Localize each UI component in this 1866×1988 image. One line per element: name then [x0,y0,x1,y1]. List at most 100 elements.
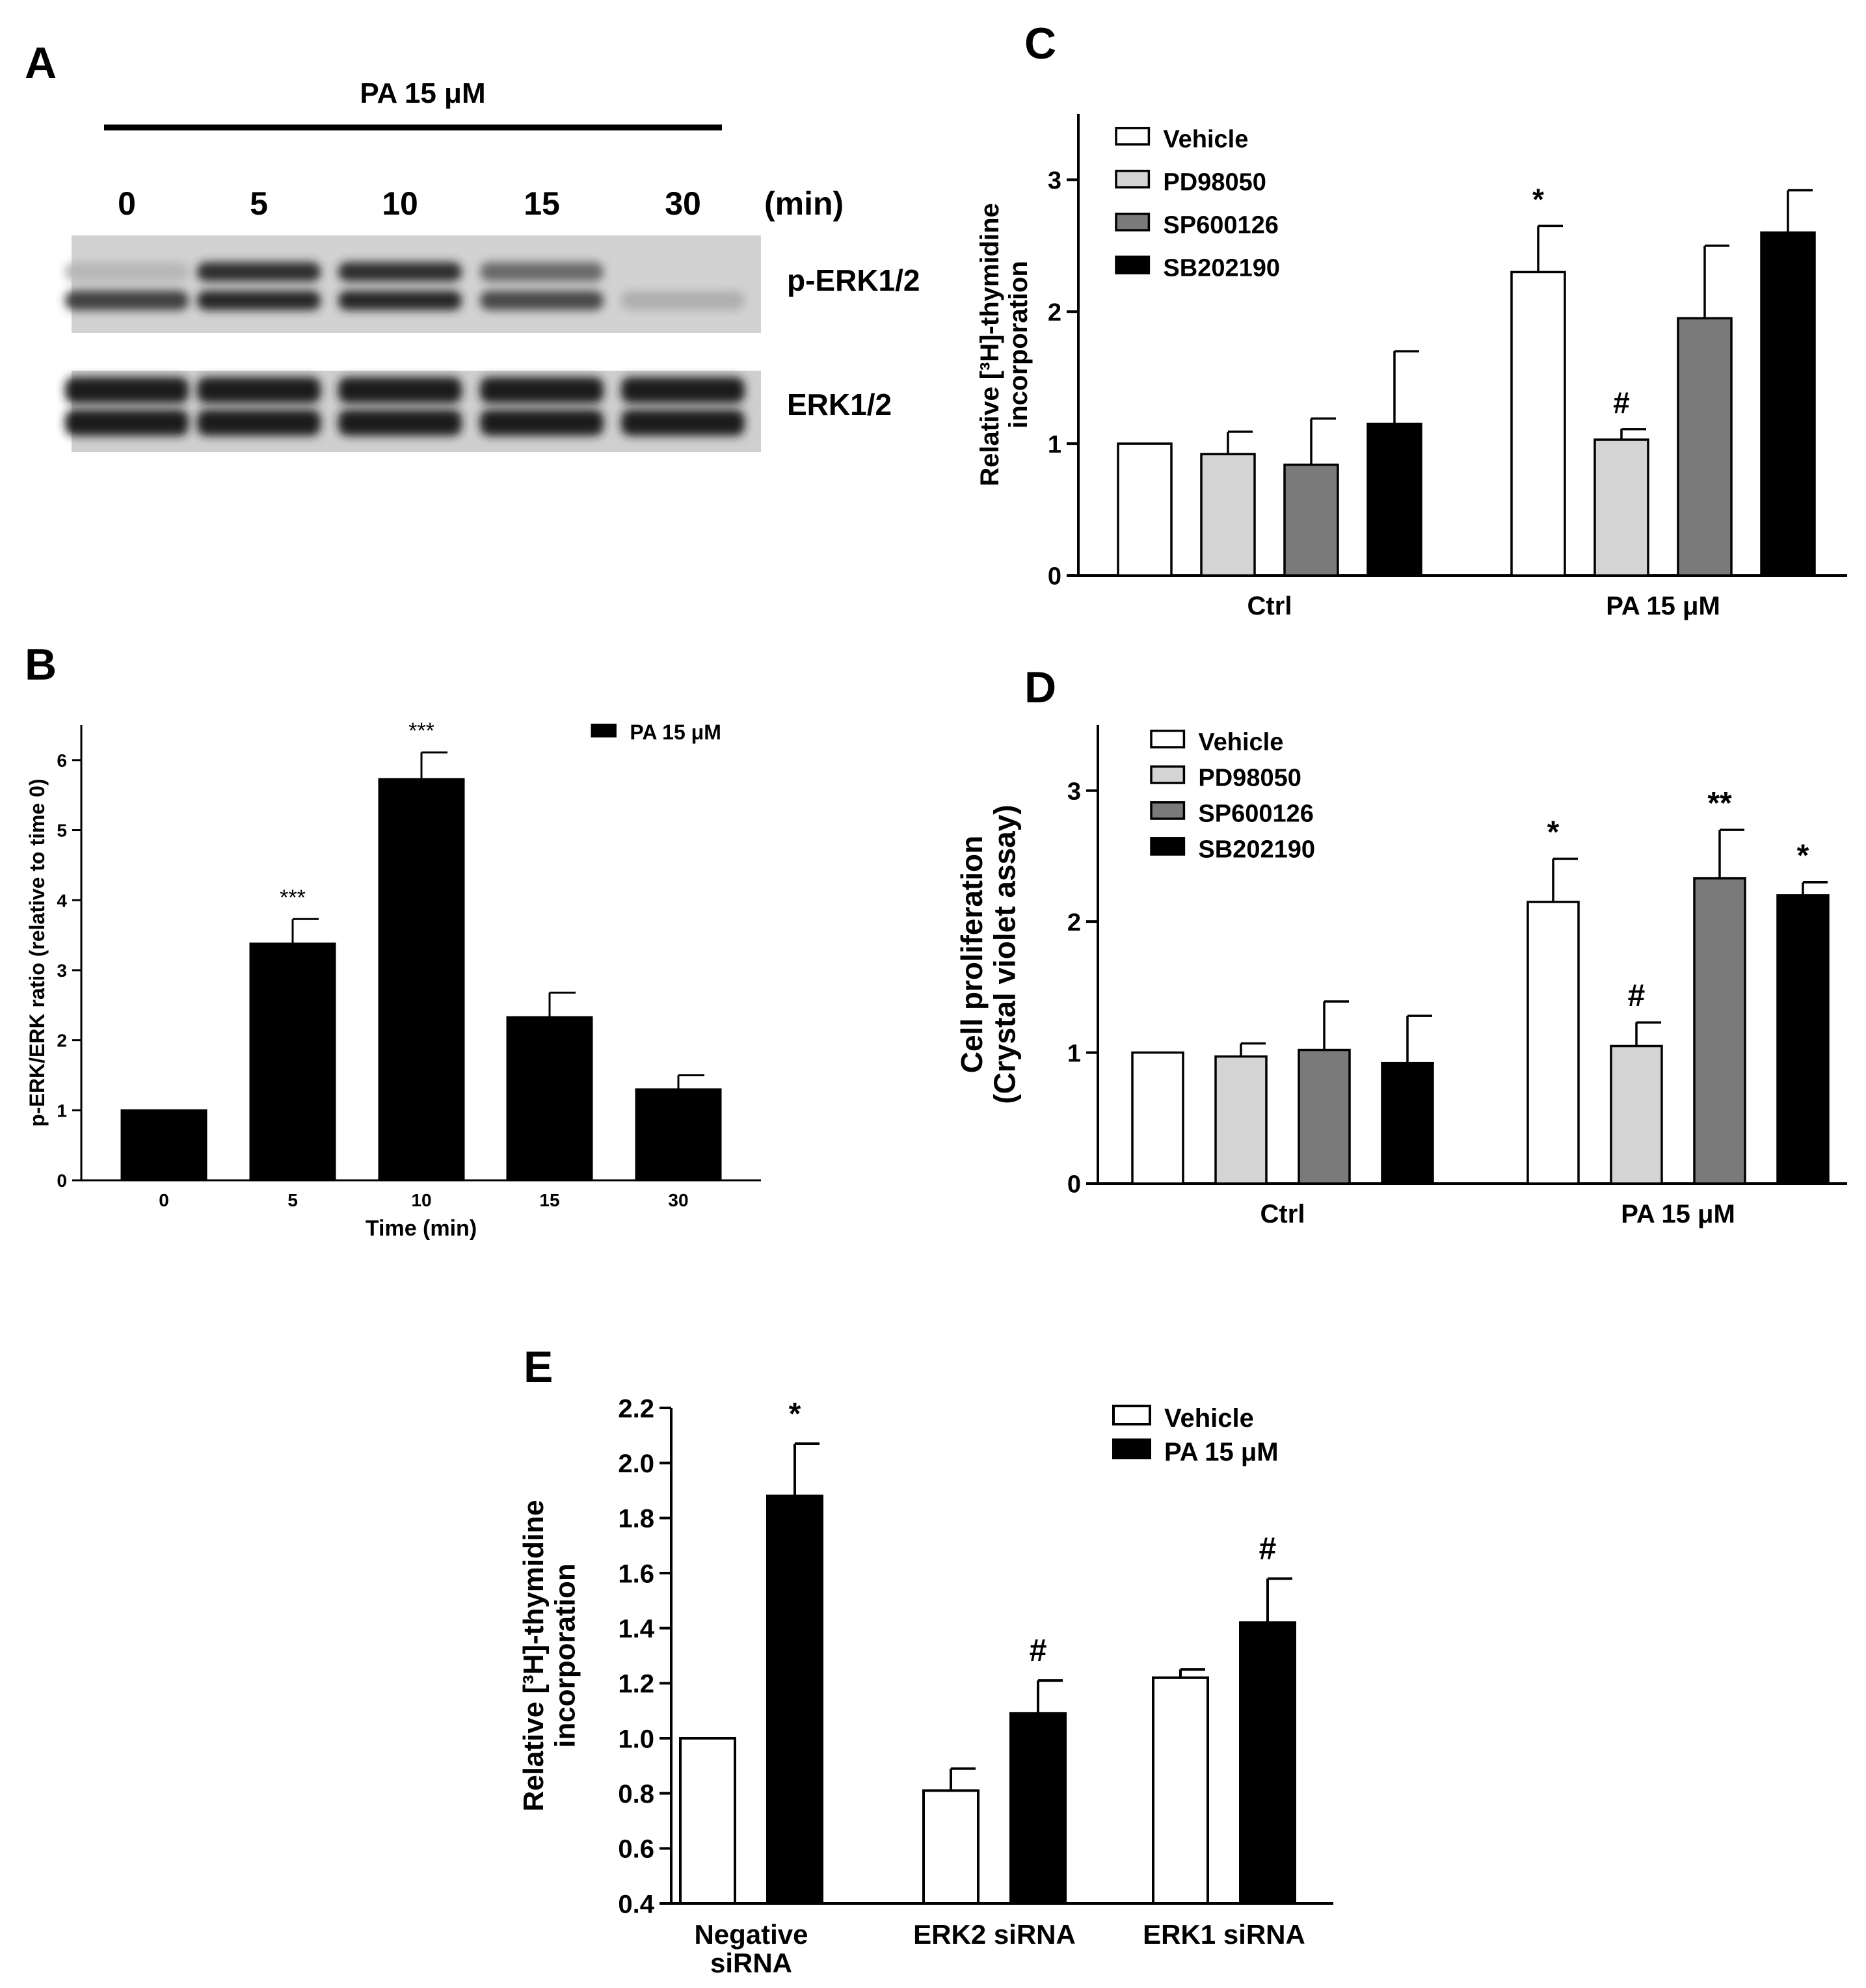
time-unit-label: (min) [764,185,844,222]
y-tick-label: 0 [1067,1171,1081,1199]
bar [1760,231,1816,577]
significance-marker: * [1532,182,1544,216]
legend-label: SB202190 [1198,836,1315,863]
blot-band [338,291,462,310]
significance-marker: *** [408,719,434,743]
blot-label-perk: p-ERK1/2 [787,263,920,297]
bar [1239,1621,1296,1905]
blot-band [65,377,189,403]
legend-swatch [1115,256,1151,274]
y-tick-label: 2 [1048,299,1061,326]
y-axis-label-line: incorporation [549,1563,581,1748]
y-tick-label: 5 [57,821,67,841]
bar [249,942,336,1182]
legend-label: PA 15 μM [1164,1438,1279,1466]
bar [1510,271,1566,577]
significance-marker: ** [1707,786,1732,821]
bar [506,1016,593,1182]
panel-letter-b: B [25,640,57,689]
significance-marker: * [1547,815,1560,849]
x-category-label: Ctrl [1260,1200,1305,1228]
blot-band [65,262,189,282]
y-tick-label: 0 [57,1171,67,1191]
y-tick-label: 3 [1048,167,1061,194]
x-category-label: 10 [411,1190,431,1210]
chart-e: 0.4 0.6 0.8 1.0 1.2 1.4 1.6 1.8 2.0 2.2 * Negative s… [518,1394,1333,1978]
blot-band [621,410,745,436]
legend-label: PA 15 μM [630,721,721,744]
bar [635,1088,722,1182]
blot-band [480,262,604,282]
y-tick-label: 2.0 [618,1450,654,1478]
significance-marker: # [1628,979,1646,1013]
bar [1677,317,1733,577]
bar [1283,463,1339,577]
blot-membrane-perk [72,235,761,333]
blot-bands-erk [65,377,745,436]
bar [1009,1712,1067,1905]
legend-swatch [1150,837,1186,856]
y-tick-label: 2 [57,1031,67,1051]
y-tick-label: 0.8 [618,1780,654,1809]
legend-label: Vehicle [1198,728,1283,756]
legend-swatch [1115,213,1151,232]
bar [1526,901,1580,1185]
y-tick-label: 3 [57,961,67,981]
significance-marker: *** [280,885,306,910]
bar [1776,894,1830,1185]
bar [1131,1051,1184,1185]
blot-band [480,410,604,436]
y-axis-label: p-ERK/ERK ratio (relative to time 0) [25,778,49,1126]
bar [922,1789,980,1905]
legend-label: PD98050 [1163,168,1266,196]
x-category-label: 5 [287,1190,298,1210]
bar [1381,1061,1434,1185]
legend-swatch [1115,170,1151,189]
legend-label: PD98050 [1198,764,1301,791]
x-category-label: PA 15 μM [1606,592,1720,620]
y-tick-label: 4 [57,890,67,910]
y-axis-label: Relative [³H]-thymidineincorporation [976,203,1033,486]
y-tick-label: 1 [1048,431,1061,458]
legend-swatch [1115,127,1151,146]
blot-band [480,291,604,310]
significance-marker: * [789,1397,801,1431]
bar [766,1494,823,1905]
blot-band [197,377,321,403]
panel-letter-d: D [1024,663,1056,712]
significance-marker: * [1797,839,1809,873]
legend-swatch [1112,1405,1151,1425]
time-label-15: 15 [524,185,560,222]
significance-marker: # [1030,1634,1047,1668]
bar [120,1109,207,1182]
blot-band [480,377,604,403]
chart-c: 0 1 2 3 Ctrl * # PA 15 μM Relative [³H]-thymidin… [976,114,1847,620]
y-tick-label: 0.6 [618,1835,654,1864]
legend-label: Vehicle [1163,126,1248,153]
x-category-label: Negative siRNA [694,1919,808,1978]
legend-label: SP600126 [1198,800,1314,827]
panel-letter-e: E [524,1342,553,1392]
bar [679,1737,736,1905]
y-axis-label: Relative [³H]-thymidineincorporation [518,1500,581,1811]
x-category-label: PA 15 μM [1621,1200,1735,1228]
blot-band [197,410,321,436]
bar [1693,877,1746,1185]
y-tick-label: 1.6 [618,1559,654,1588]
x-category-label: 30 [668,1190,688,1210]
panel-a-western-blot: PA 15 μM 0 5 10 15 30 (min) p-ERK1/2 ERK… [65,77,920,452]
bar [1152,1676,1209,1905]
blot-label-erk: ERK1/2 [787,388,892,421]
y-tick-label: 2 [1067,909,1081,936]
y-tick-label: 3 [1067,778,1081,805]
legend-swatch [1150,801,1186,820]
blot-band [197,262,321,282]
legend-swatch [1150,730,1186,749]
bar [1593,438,1649,577]
legend-label: Vehicle [1164,1404,1254,1433]
x-category-label: Ctrl [1247,592,1292,620]
bar [1214,1055,1268,1185]
significance-marker: # [1613,386,1630,419]
y-tick-label: 1.2 [618,1670,654,1699]
y-tick-label: 6 [57,750,67,771]
